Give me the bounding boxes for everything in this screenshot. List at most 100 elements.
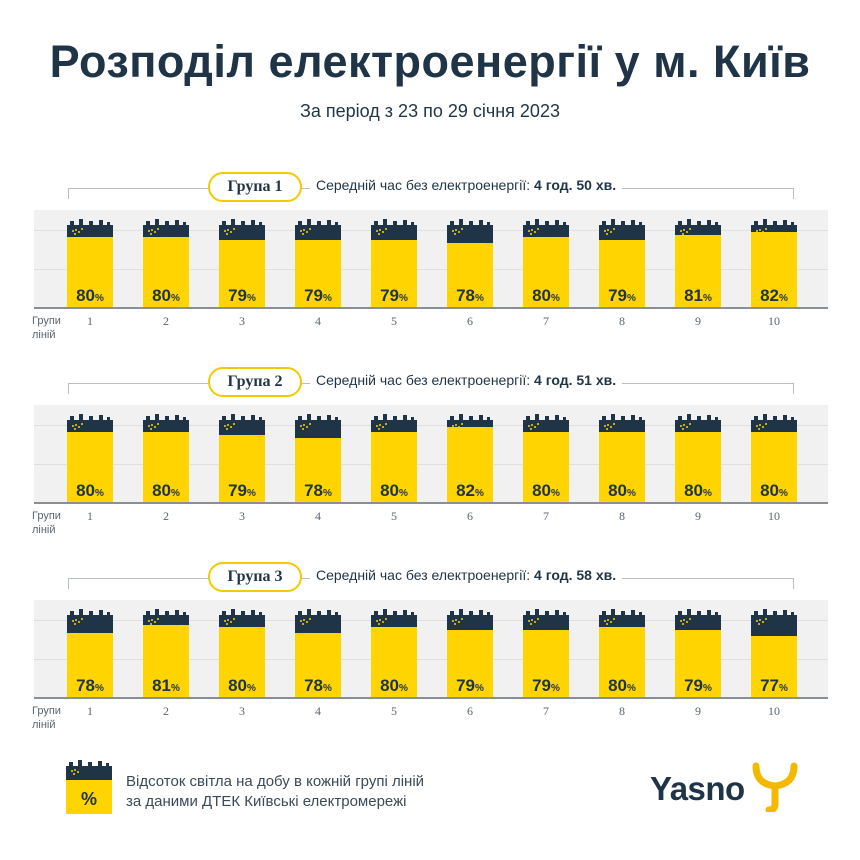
page-subtitle: За період з 23 по 29 січня 2023 [300, 101, 560, 121]
bar-fill [599, 627, 645, 697]
bar-value-label: 80% [67, 286, 113, 306]
bar-value-number: 80 [380, 676, 399, 695]
bar-value-number: 80 [76, 286, 95, 305]
bar-value-label: 80% [523, 481, 569, 501]
bar-building-5: 80% [371, 607, 417, 697]
legend-percent-label: % [81, 789, 97, 809]
bar-value-percent: % [627, 293, 636, 304]
bar-building-1: 78% [67, 607, 113, 697]
bar-building-3: 79% [219, 412, 265, 502]
x-tick-label: 6 [467, 314, 473, 328]
bar-fill [523, 630, 569, 697]
bar-value-number: 80 [608, 676, 627, 695]
bar-fill [599, 432, 645, 502]
bar-fill [447, 427, 493, 502]
bar-value-percent: % [95, 488, 104, 499]
bar-value-percent: % [551, 488, 560, 499]
bar-value-number: 80 [608, 481, 627, 500]
bar-building-9: 80% [675, 412, 721, 502]
x-tick-label: 3 [239, 704, 245, 718]
x-tick-label: 3 [239, 314, 245, 328]
bar-building-3: 80% [219, 607, 265, 697]
x-tick-label: 6 [467, 704, 473, 718]
x-tick-label: 2 [163, 509, 169, 523]
bar-value-label: 80% [675, 481, 721, 501]
bar-value-number: 80 [76, 481, 95, 500]
bar-value-percent: % [475, 488, 484, 499]
bar-building-4: 78% [295, 412, 341, 502]
bar-value-number: 81 [152, 676, 171, 695]
bar-value-percent: % [779, 293, 788, 304]
bar-value-percent: % [627, 488, 636, 499]
bar-value-number: 80 [152, 481, 171, 500]
bar-building-8: 80% [599, 607, 645, 697]
x-tick-label: 4 [315, 704, 321, 718]
gridline [34, 464, 828, 465]
bar-value-number: 78 [304, 481, 323, 500]
bar-value-label: 79% [675, 676, 721, 696]
bar-value-percent: % [247, 293, 256, 304]
bar-value-label: 79% [295, 286, 341, 306]
x-tick-label: 7 [543, 509, 549, 523]
bar-fill [219, 627, 265, 697]
bar-building-10: 77% [751, 607, 797, 697]
bar-value-number: 80 [684, 481, 703, 500]
bar-value-number: 79 [228, 481, 247, 500]
x-tick-label: 6 [467, 509, 473, 523]
x-tick-label: 7 [543, 314, 549, 328]
bar-value-label: 79% [371, 286, 417, 306]
gridline [34, 425, 828, 426]
bar-value-number: 80 [532, 286, 551, 305]
legend-building-icon: % [66, 758, 112, 814]
x-tick-label: 8 [619, 314, 625, 328]
bar-fill [295, 633, 341, 697]
bar-building-6: 79% [447, 607, 493, 697]
bar-value-percent: % [551, 293, 560, 304]
chart-baseline [34, 502, 828, 504]
bar-value-number: 82 [760, 286, 779, 305]
bar-fill [67, 237, 113, 307]
bar-value-percent: % [323, 683, 332, 694]
bar-value-number: 79 [684, 676, 703, 695]
bar-fill [447, 630, 493, 697]
bar-building-10: 82% [751, 217, 797, 307]
bar-value-number: 80 [152, 286, 171, 305]
x-tick-label: 1 [87, 314, 93, 328]
row-axis-label: Групи ліній [32, 510, 61, 536]
x-tick-label: 1 [87, 704, 93, 718]
x-tick-label: 3 [239, 509, 245, 523]
bar-value-label: 80% [599, 676, 645, 696]
bar-fill [751, 636, 797, 697]
bar-value-percent: % [95, 683, 104, 694]
bar-fill [371, 432, 417, 502]
row-axis-label: Групи ліній [32, 315, 61, 341]
avg-outage-text: Середній час без електроенергії: 4 год. … [310, 372, 623, 388]
x-tick-label: 9 [695, 704, 701, 718]
bar-value-number: 80 [532, 481, 551, 500]
bar-value-label: 82% [751, 286, 797, 306]
avg-outage-label: Середній час без електроенергії: [316, 372, 535, 388]
avg-outage-label: Середній час без електроенергії: [316, 567, 535, 583]
chart-baseline [34, 307, 828, 309]
bar-value-percent: % [627, 683, 636, 694]
bar-building-9: 81% [675, 217, 721, 307]
x-tick-label: 10 [768, 314, 780, 328]
gridline [34, 620, 828, 621]
bar-fill [219, 240, 265, 307]
logo-text: Yasno [650, 770, 745, 807]
avg-outage-text: Середній час без електроенергії: 4 год. … [310, 177, 623, 193]
building-icon: % [66, 760, 112, 814]
x-tick-label: 2 [163, 314, 169, 328]
yasno-logo: Yasno [650, 762, 800, 812]
bar-fill [675, 630, 721, 697]
x-tick-label: 5 [391, 314, 397, 328]
bar-value-percent: % [475, 293, 484, 304]
chart-baseline [34, 697, 828, 699]
bar-value-label: 80% [371, 676, 417, 696]
bar-value-percent: % [323, 488, 332, 499]
bar-value-percent: % [323, 293, 332, 304]
bar-value-number: 78 [76, 676, 95, 695]
bar-value-number: 79 [608, 286, 627, 305]
bar-fill [143, 237, 189, 307]
gridline [34, 269, 828, 270]
